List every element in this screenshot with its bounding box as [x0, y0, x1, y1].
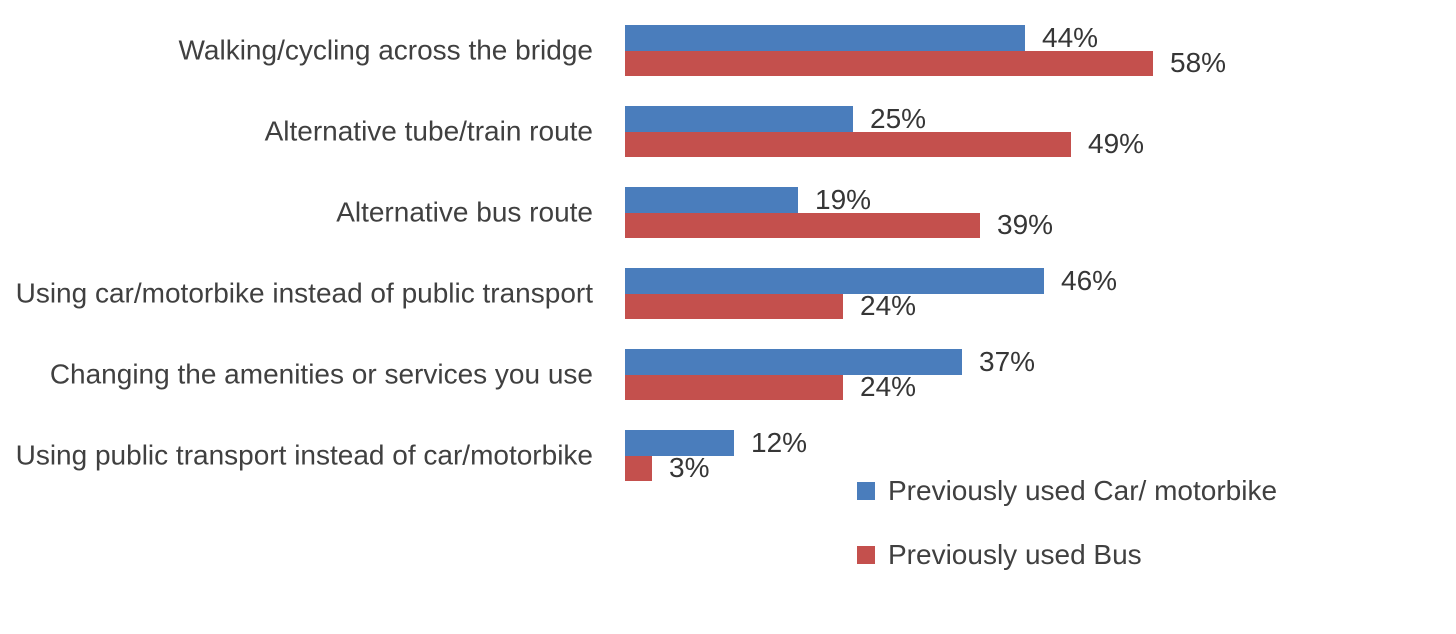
- category-label: Using car/motorbike instead of public tr…: [0, 273, 593, 314]
- category-label: Changing the amenities or services you u…: [0, 354, 593, 395]
- value-label: 24%: [860, 371, 917, 403]
- category-label-text: Alternative tube/train route: [264, 115, 593, 147]
- bar-bus: [625, 374, 843, 400]
- bar-car-motorbike: [625, 268, 1044, 294]
- category-label-text: Using car/motorbike instead of public tr…: [15, 277, 593, 309]
- category-label-text: Using public transport instead of car/mo…: [15, 439, 593, 471]
- legend-swatch-red-icon: [857, 546, 875, 564]
- category-label: Alternative tube/train route: [0, 111, 593, 152]
- category-label-text: Alternative bus route: [336, 196, 593, 228]
- category-label: Using public transport instead of car/mo…: [0, 435, 593, 476]
- bar-bus: [625, 50, 1153, 76]
- value-label: 49%: [1088, 128, 1145, 160]
- value-label: 3%: [669, 452, 710, 484]
- bar-bus: [625, 293, 843, 319]
- legend-item-bus: Previously used Bus: [857, 539, 1142, 571]
- category-label: Alternative bus route: [0, 192, 593, 233]
- legend-label-bus: Previously used Bus: [888, 539, 1142, 570]
- value-label: 37%: [979, 345, 1036, 377]
- bar-bus: [625, 455, 652, 481]
- legend-item-car-motorbike: Previously used Car/ motorbike: [857, 475, 1277, 507]
- bar-car-motorbike: [625, 430, 734, 456]
- bar-car-motorbike: [625, 349, 962, 375]
- legend-swatch-blue-icon: [857, 482, 875, 500]
- value-label: 19%: [815, 183, 872, 215]
- category-label: Walking/cycling across the bridge: [0, 30, 593, 71]
- value-label: 12%: [751, 426, 808, 458]
- category-label-text: Walking/cycling across the bridge: [178, 34, 593, 66]
- value-label: 44%: [1042, 21, 1099, 53]
- value-label: 46%: [1061, 264, 1118, 296]
- value-label: 58%: [1170, 47, 1227, 79]
- bar-car-motorbike: [625, 25, 1025, 51]
- bar-car-motorbike: [625, 187, 798, 213]
- legend-label-car-motorbike: Previously used Car/ motorbike: [888, 475, 1278, 506]
- bar-bus: [625, 131, 1071, 157]
- value-label: 39%: [997, 209, 1054, 241]
- category-label-text: Changing the amenities or services you u…: [49, 358, 593, 390]
- value-label: 24%: [860, 290, 917, 322]
- bar-bus: [625, 212, 980, 238]
- bar-car-motorbike: [625, 106, 853, 132]
- value-label: 25%: [870, 102, 927, 134]
